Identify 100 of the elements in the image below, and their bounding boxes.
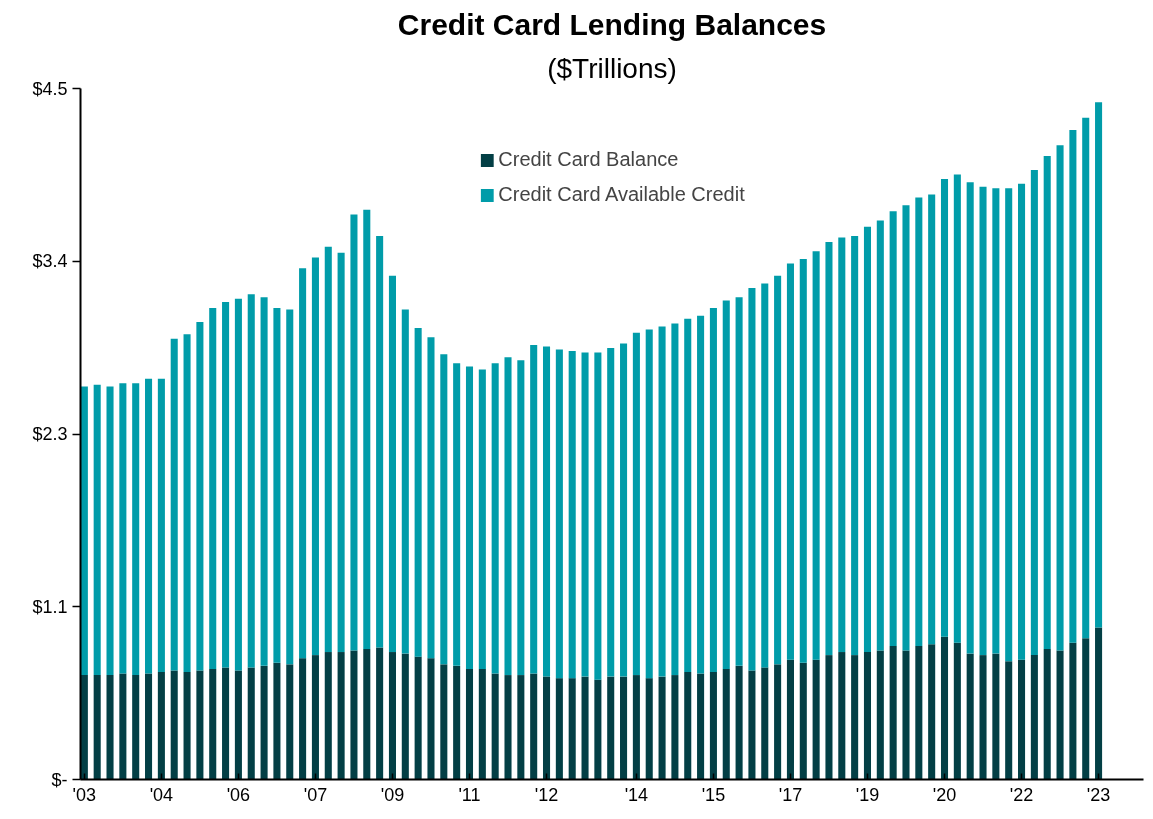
bar xyxy=(915,645,923,780)
bar xyxy=(992,188,1000,654)
bar xyxy=(555,678,563,780)
bar xyxy=(286,309,294,665)
bar xyxy=(1095,627,1103,780)
bar xyxy=(324,652,332,780)
y-tick-label: $4.5 xyxy=(32,78,68,99)
bar xyxy=(1018,659,1026,780)
bar xyxy=(979,655,987,780)
bar xyxy=(876,220,884,651)
x-tick-label: '20 xyxy=(932,784,957,805)
bar xyxy=(1095,102,1103,628)
bar xyxy=(889,211,897,646)
bar xyxy=(311,257,319,656)
bar xyxy=(93,384,101,676)
x-tick-label: '17 xyxy=(778,784,803,805)
bar xyxy=(863,652,872,780)
x-tick-label: '15 xyxy=(701,784,726,805)
bar xyxy=(247,294,255,668)
bar xyxy=(774,664,782,780)
bar xyxy=(196,670,204,780)
bar xyxy=(966,653,974,780)
bar xyxy=(786,263,794,660)
x-tick-label: '09 xyxy=(380,784,405,805)
bar xyxy=(106,386,114,676)
bar xyxy=(902,650,910,780)
bar xyxy=(311,655,319,780)
bar xyxy=(234,298,242,671)
bar xyxy=(376,647,384,780)
bar xyxy=(671,323,679,676)
bar xyxy=(863,226,872,653)
bar xyxy=(106,675,114,780)
chart-title: Credit Card Lending Balances xyxy=(397,7,827,41)
bar xyxy=(632,675,640,780)
bar xyxy=(735,665,743,780)
bar xyxy=(825,655,833,780)
bar xyxy=(607,348,615,677)
bar xyxy=(440,354,448,665)
bar xyxy=(645,329,653,679)
bar xyxy=(684,318,692,673)
bar xyxy=(453,363,461,666)
x-tick-label: '19 xyxy=(855,784,880,805)
bar xyxy=(388,652,396,780)
chart-subtitle: ($Trillions) xyxy=(547,52,677,84)
bar xyxy=(889,645,897,780)
bar xyxy=(697,673,705,780)
bar xyxy=(222,301,230,668)
bar xyxy=(1082,117,1090,639)
bar xyxy=(530,344,538,674)
bar xyxy=(1043,156,1051,649)
bar xyxy=(1005,661,1013,780)
bar xyxy=(761,667,769,780)
bar xyxy=(363,209,371,649)
bar xyxy=(337,652,345,780)
x-tick-label: '23 xyxy=(1086,784,1111,805)
bar xyxy=(761,283,769,668)
bar xyxy=(645,678,653,780)
bar xyxy=(132,675,140,780)
bar xyxy=(465,668,474,780)
bar xyxy=(350,650,358,780)
bar xyxy=(350,214,358,651)
bar xyxy=(632,332,640,676)
bar xyxy=(1018,183,1026,660)
bar xyxy=(363,648,371,780)
bar xyxy=(722,300,730,669)
bar xyxy=(453,665,461,780)
bar xyxy=(774,275,782,665)
bar xyxy=(440,664,448,780)
bar xyxy=(786,659,794,780)
legend-label: Credit Card Available Credit xyxy=(498,183,745,206)
bar xyxy=(876,650,884,780)
bar xyxy=(491,363,499,674)
legend-label: Credit Card Balance xyxy=(498,148,679,171)
bar xyxy=(620,676,628,780)
y-tick-label: $- xyxy=(51,769,68,790)
bar xyxy=(658,676,666,780)
bar xyxy=(928,644,936,780)
bar xyxy=(581,352,589,677)
x-tick-label: '22 xyxy=(1009,784,1034,805)
bar xyxy=(825,242,833,656)
bar xyxy=(1030,169,1038,656)
bar xyxy=(940,179,949,637)
x-tick-label: '12 xyxy=(534,784,559,805)
bar xyxy=(542,676,551,780)
bar xyxy=(799,258,807,663)
bar xyxy=(1069,642,1077,780)
x-tick-label: '11 xyxy=(458,784,481,805)
bar xyxy=(1005,188,1013,662)
bar xyxy=(376,235,384,648)
bar xyxy=(93,675,101,780)
bar xyxy=(260,297,268,666)
bar xyxy=(222,667,230,780)
bar xyxy=(401,309,409,654)
bar xyxy=(748,288,756,671)
bar xyxy=(620,343,628,677)
x-tick-label: '07 xyxy=(303,784,328,805)
bar xyxy=(517,360,525,676)
bar xyxy=(568,678,576,780)
bar xyxy=(157,672,165,780)
bar xyxy=(119,673,127,780)
